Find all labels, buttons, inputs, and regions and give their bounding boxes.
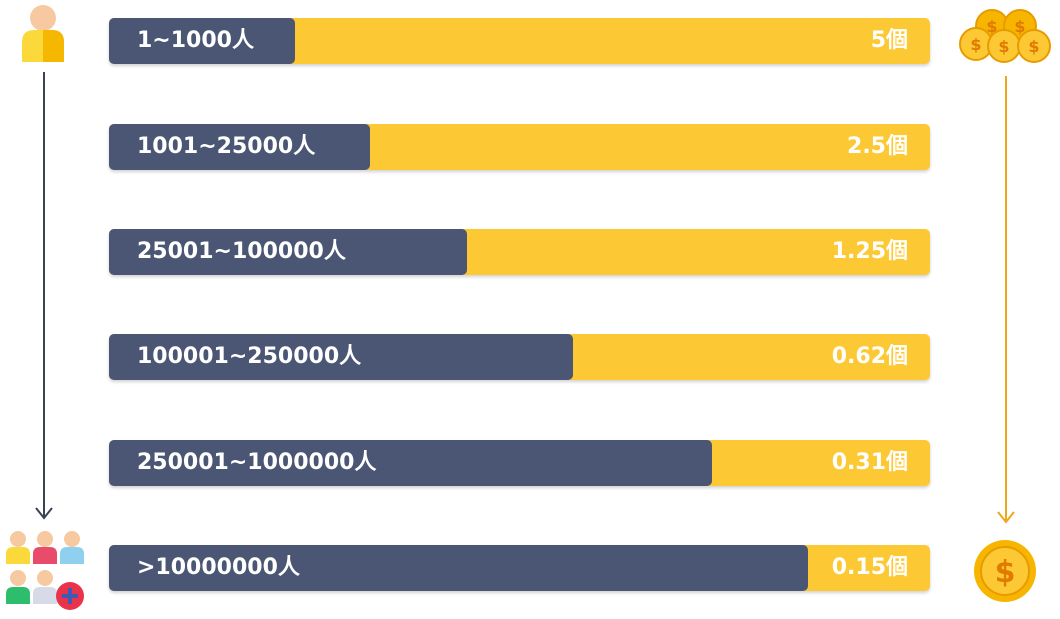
range-label: 1~1000人 — [109, 18, 295, 64]
coin-value-label: 0.62個 — [831, 344, 908, 369]
coin-value-label: 1.25個 — [831, 239, 908, 264]
single-person-icon — [18, 2, 68, 64]
left-down-arrow — [34, 72, 54, 522]
group-people-icon — [2, 530, 88, 612]
single-coin-icon: $ — [972, 538, 1038, 604]
range-label: 100001~250000人 — [109, 334, 573, 380]
many-coins-icon: $ $ $ $ $ — [954, 6, 1058, 68]
tier-row-2: 1001~25000人 2.5個 — [109, 124, 930, 170]
svg-text:$: $ — [986, 17, 997, 36]
coin-value-label: 2.5個 — [847, 134, 908, 159]
tier-row-1: 1~1000人 5個 — [109, 18, 930, 64]
coin-value-label: 5個 — [870, 28, 908, 53]
svg-text:$: $ — [1028, 37, 1039, 56]
range-label: 25001~100000人 — [109, 229, 467, 275]
svg-text:$: $ — [998, 37, 1009, 56]
range-label: 1001~25000人 — [109, 124, 370, 170]
range-label: 250001~1000000人 — [109, 440, 712, 486]
coin-value-label: 0.15個 — [831, 555, 908, 580]
tier-row-6: >10000000人 0.15個 — [109, 545, 930, 591]
svg-text:$: $ — [970, 35, 981, 54]
range-label: >10000000人 — [109, 545, 808, 591]
svg-text:$: $ — [1014, 17, 1025, 36]
tier-row-5: 250001~1000000人 0.31個 — [109, 440, 930, 486]
tier-row-3: 25001~100000人 1.25個 — [109, 229, 930, 275]
coin-value-label: 0.31個 — [831, 450, 908, 475]
svg-text:$: $ — [995, 555, 1016, 590]
tier-row-4: 100001~250000人 0.62個 — [109, 334, 930, 380]
right-down-arrow — [996, 76, 1016, 524]
